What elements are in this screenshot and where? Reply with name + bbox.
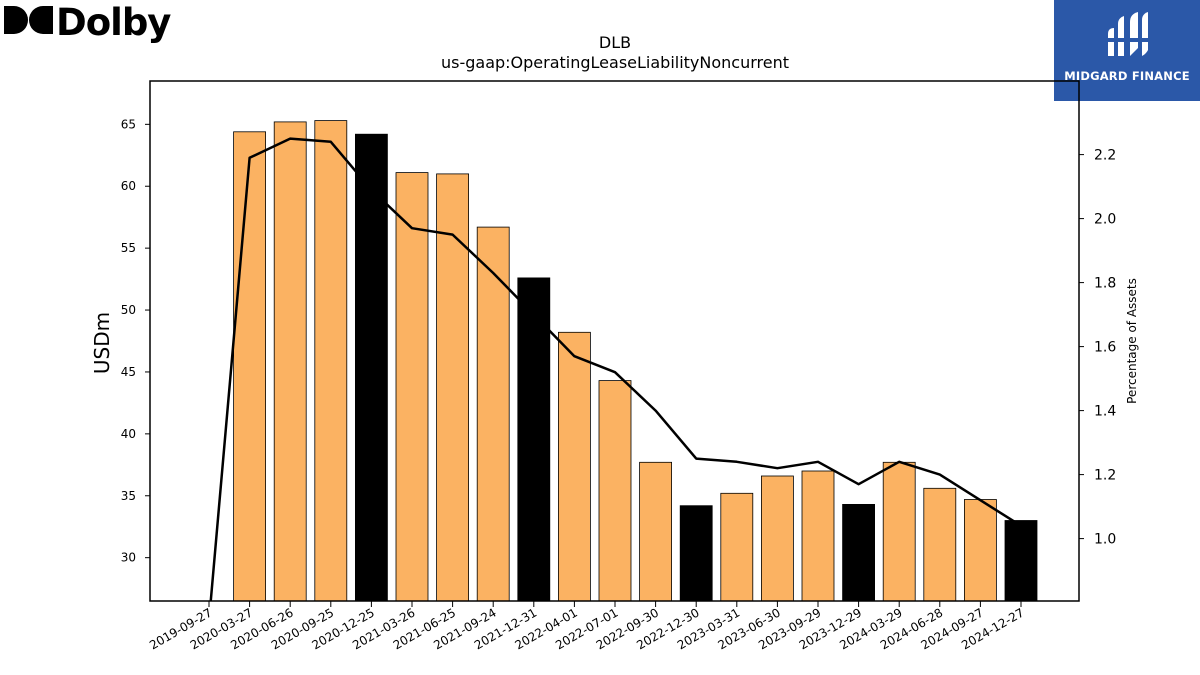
y-axis-label: USDm [90, 312, 114, 374]
y2-tick-label: 1.0 [1094, 532, 1116, 548]
bar-2021-03-26 [395, 172, 429, 602]
y2-tick-label: 1.4 [1094, 404, 1116, 420]
line-layer [209, 137, 1022, 601]
y2-tick-label: 1.2 [1094, 468, 1116, 484]
bar-2022-04-01 [558, 331, 591, 602]
bar-2024-12-27 [1004, 520, 1038, 602]
bar-2023-09-29 [801, 470, 835, 602]
percentage-line [209, 137, 1022, 601]
y-axis-right: 1.0 1.2 1.4 1.6 1.8 2.0 2.2 [1079, 148, 1116, 548]
bar-2024-09-27 [964, 499, 997, 602]
y2-tick-label: 2.2 [1094, 148, 1116, 164]
bar-2022-09-30 [639, 461, 672, 602]
y-tick-label: 35 [121, 489, 136, 503]
chart-subtitle: us-gaap:OperatingLeaseLiabilityNoncurren… [441, 53, 789, 72]
y-tick-label: 60 [121, 179, 136, 193]
bar-2021-09-24 [476, 226, 510, 602]
x-axis: 2019-09-272020-03-272020-06-262020-09-25… [147, 601, 1027, 652]
y-tick-label: 40 [121, 427, 136, 441]
bar-2023-03-31 [720, 492, 754, 602]
partner-name: MIDGARD FINANCE [1064, 69, 1190, 83]
bar-2020-09-25 [314, 120, 348, 602]
bar-2022-07-01 [598, 380, 632, 602]
dolby-double-d-icon [4, 6, 53, 34]
y-tick-label: 30 [121, 551, 136, 565]
bar-2024-03-29 [882, 461, 916, 602]
bar-2021-06-25 [436, 173, 470, 602]
bar-2024-06-28 [923, 487, 957, 602]
bar-2020-12-25 [354, 133, 388, 602]
chart-title: DLB [599, 33, 631, 52]
y-tick-label: 45 [121, 365, 136, 379]
bar-2023-12-29 [842, 503, 875, 602]
brand-name: Dolby [56, 1, 171, 44]
bar-2020-06-26 [273, 121, 307, 602]
midgard-logo-icon [1106, 12, 1150, 56]
y2-axis-label: Percentage of Assets [1125, 278, 1139, 404]
dolby-logo [4, 6, 53, 34]
bar-2023-06-30 [761, 475, 794, 602]
y2-tick-label: 1.8 [1094, 276, 1116, 292]
partner-badge: MIDGARD FINANCE [1054, 0, 1200, 101]
y-tick-label: 65 [121, 117, 136, 131]
y2-tick-label: 2.0 [1094, 212, 1116, 228]
bar-2022-12-30 [679, 505, 713, 602]
y2-tick-label: 1.6 [1094, 340, 1116, 356]
y-tick-label: 50 [121, 303, 136, 317]
bar-2020-03-27 [233, 131, 267, 602]
bars-layer [233, 120, 1038, 602]
y-tick-label: 55 [121, 241, 136, 255]
y-axis-left: 30 35 40 45 50 55 60 65 [121, 117, 150, 565]
bar-2021-12-31 [517, 277, 551, 602]
